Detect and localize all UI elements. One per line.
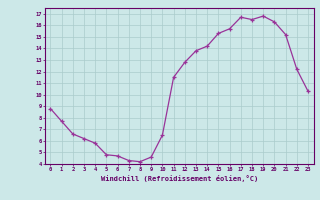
X-axis label: Windchill (Refroidissement éolien,°C): Windchill (Refroidissement éolien,°C) bbox=[100, 175, 258, 182]
